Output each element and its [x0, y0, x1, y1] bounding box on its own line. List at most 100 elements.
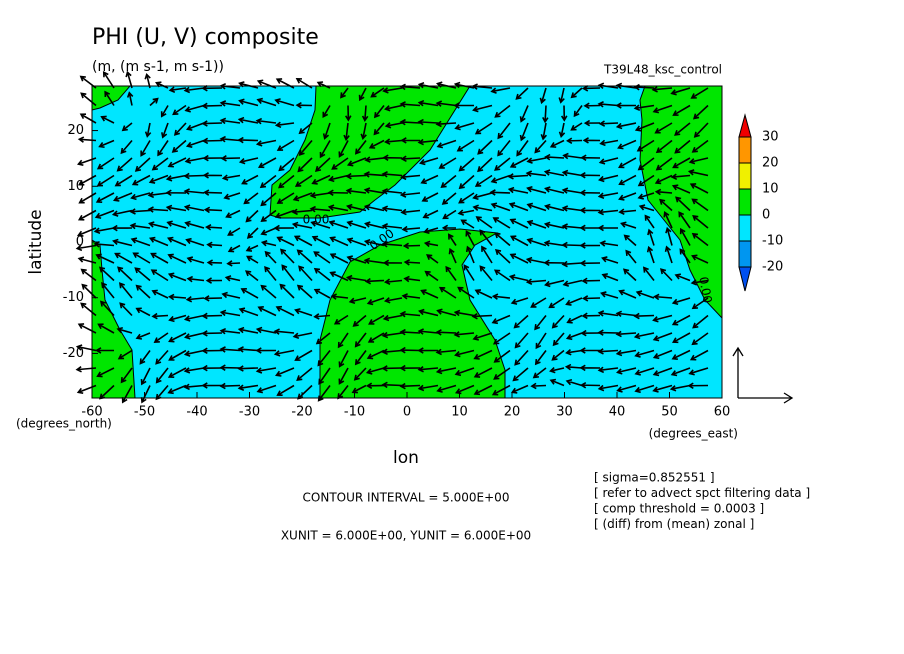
wind-vector	[76, 384, 97, 394]
wind-vector	[582, 137, 601, 144]
wind-vector	[77, 323, 97, 334]
wind-vector	[435, 348, 457, 356]
wind-vector	[255, 347, 277, 354]
wind-vector	[140, 367, 151, 386]
wind-vector	[615, 122, 637, 130]
wind-vector	[260, 209, 277, 222]
wind-vector	[543, 221, 565, 229]
wind-vector	[77, 174, 97, 186]
wind-vector	[479, 265, 493, 282]
wind-vector	[579, 189, 601, 197]
wind-vector	[245, 209, 259, 223]
wind-vector	[219, 327, 241, 335]
wind-vector	[581, 312, 601, 320]
wind-vector	[160, 105, 169, 118]
wind-vector	[96, 174, 115, 187]
unit-vector-label: XUNIT = 6.000E+00, YUNIT = 6.000E+00	[281, 529, 531, 543]
wind-vector	[401, 293, 421, 300]
wind-vector	[665, 226, 673, 246]
wind-vector	[329, 271, 349, 282]
colorbar-label: -10	[762, 234, 783, 249]
wind-vector	[363, 239, 385, 247]
wind-vector	[458, 192, 475, 204]
wind-vector	[353, 367, 367, 381]
wind-vector	[564, 363, 583, 371]
wind-vector	[671, 332, 691, 344]
wind-vector	[296, 249, 313, 264]
wind-vector	[479, 229, 493, 246]
wind-vector	[329, 253, 349, 264]
wind-vector	[346, 203, 367, 212]
wind-vector	[140, 385, 151, 404]
wind-vector	[615, 349, 637, 357]
wind-vector	[420, 174, 439, 185]
y-tick-label: -20	[63, 346, 84, 361]
wind-vector	[111, 224, 133, 232]
wind-vector	[313, 313, 331, 320]
wind-vector	[691, 297, 709, 310]
wind-vector	[206, 259, 223, 266]
wind-vector	[659, 198, 673, 212]
wind-vector	[508, 202, 529, 212]
wind-vector	[441, 192, 457, 205]
wind-vector	[551, 349, 565, 361]
wind-vector	[116, 157, 133, 172]
wind-vector	[151, 157, 169, 171]
wind-vector	[693, 122, 709, 138]
wind-vector	[381, 171, 403, 178]
wind-vector	[565, 297, 583, 306]
wind-vector	[597, 192, 619, 199]
wind-vector	[279, 283, 295, 299]
wind-vector	[183, 349, 205, 357]
wind-vector	[144, 122, 152, 138]
wind-vector	[327, 189, 349, 196]
wind-vector	[475, 216, 493, 229]
wind-vector	[167, 272, 187, 282]
wind-vector	[457, 286, 475, 299]
wind-vector	[237, 384, 259, 391]
x-unit-label: (degrees_east)	[649, 427, 738, 441]
wind-vector	[315, 332, 331, 345]
wind-vector	[654, 122, 673, 134]
wind-vector	[167, 236, 187, 247]
wind-vector	[543, 169, 565, 177]
annotation: [ comp threshold = 0.0003 ]	[594, 502, 764, 516]
wind-vector	[473, 384, 493, 396]
wind-vector	[579, 224, 601, 232]
wind-vector	[237, 116, 259, 124]
wind-vector	[402, 242, 421, 250]
chart-subtitle: (m, (m s-1, m s-1))	[92, 59, 224, 75]
wind-vector	[114, 174, 133, 187]
wind-vector	[671, 297, 691, 306]
wind-vector	[508, 274, 529, 282]
wind-vector	[291, 221, 313, 229]
wind-vector	[383, 278, 403, 286]
wind-vector	[679, 248, 691, 264]
wind-vector	[201, 382, 223, 389]
wind-vector	[566, 137, 583, 145]
wind-vector	[80, 92, 97, 107]
x-tick-label: 50	[661, 405, 678, 420]
wind-vector	[381, 188, 403, 195]
wind-vector	[165, 204, 187, 212]
wind-vector	[381, 331, 403, 339]
wind-vector	[346, 157, 367, 167]
wind-vector	[477, 157, 493, 173]
wind-vector	[367, 332, 385, 343]
wind-vector	[490, 174, 511, 184]
wind-vector	[224, 275, 241, 282]
wind-vector	[276, 192, 295, 204]
wind-vector	[670, 367, 691, 377]
wind-vector	[140, 140, 151, 157]
wind-vector	[417, 138, 439, 146]
wind-vector	[354, 140, 367, 155]
wind-vector	[219, 135, 241, 143]
wind-vector	[494, 104, 511, 118]
wind-vector	[689, 349, 709, 361]
wind-vector	[509, 235, 529, 247]
wind-vector	[358, 87, 367, 102]
wind-vector	[399, 310, 421, 318]
wind-vector	[651, 86, 673, 93]
wind-vector	[240, 288, 259, 299]
